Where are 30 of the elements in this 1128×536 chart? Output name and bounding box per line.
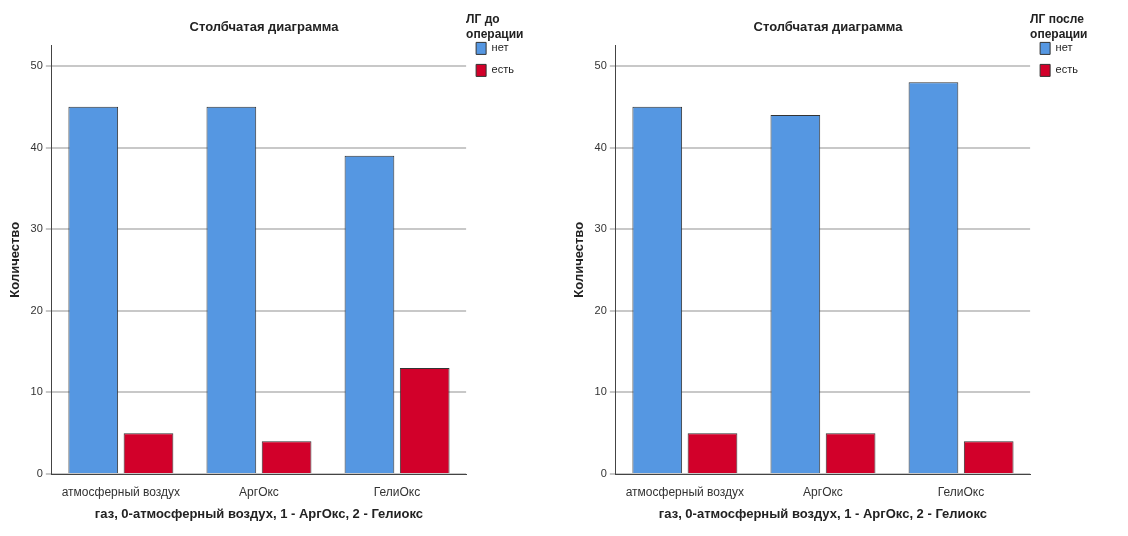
y-tick-label: 30: [594, 222, 607, 235]
y-tick-label: 30: [30, 222, 43, 235]
x-tick-label: атмосферный воздух: [625, 484, 745, 499]
y-tick-label: 20: [30, 303, 43, 316]
y-tick-label: 50: [594, 59, 607, 72]
y-tick-label: 0: [600, 467, 607, 480]
legend-label: нет: [1055, 41, 1073, 54]
y-tick-label: 20: [594, 303, 607, 316]
legend-title: ЛГ после операции: [1030, 12, 1088, 41]
y-tick-label: 10: [594, 385, 607, 398]
chart-title: Столбчатая диаграмма: [753, 19, 904, 35]
legend-label: есть: [1055, 63, 1079, 76]
y-tick-label: 10: [30, 385, 43, 398]
y-tick-label: 50: [30, 59, 43, 72]
x-axis-title: газ, 0-атмосферный воздух, 1 - АргОкс, 2 - Гелиокс: [94, 505, 424, 521]
x-tick-label: АргОкс: [239, 484, 279, 499]
legend-title: ЛГ до операции: [466, 12, 524, 41]
x-tick-label: АргОкс: [803, 484, 843, 499]
y-axis-title: Количество: [571, 221, 587, 298]
chart-title: Столбчатая диаграмма: [189, 19, 340, 35]
y-tick-label: 40: [594, 140, 607, 153]
x-tick-label: ГелиОкс: [373, 484, 421, 499]
x-tick-label: ГелиОкс: [937, 484, 985, 499]
y-tick-label: 40: [30, 140, 43, 153]
y-tick-label: 0: [36, 467, 43, 480]
x-axis-title: газ, 0-атмосферный воздух, 1 - АргОкс, 2 - Гелиокс: [658, 505, 988, 521]
y-axis-title: Количество: [7, 221, 23, 298]
legend-label: есть: [491, 63, 515, 76]
x-tick-label: атмосферный воздух: [61, 484, 181, 499]
legend-label: нет: [491, 41, 509, 54]
